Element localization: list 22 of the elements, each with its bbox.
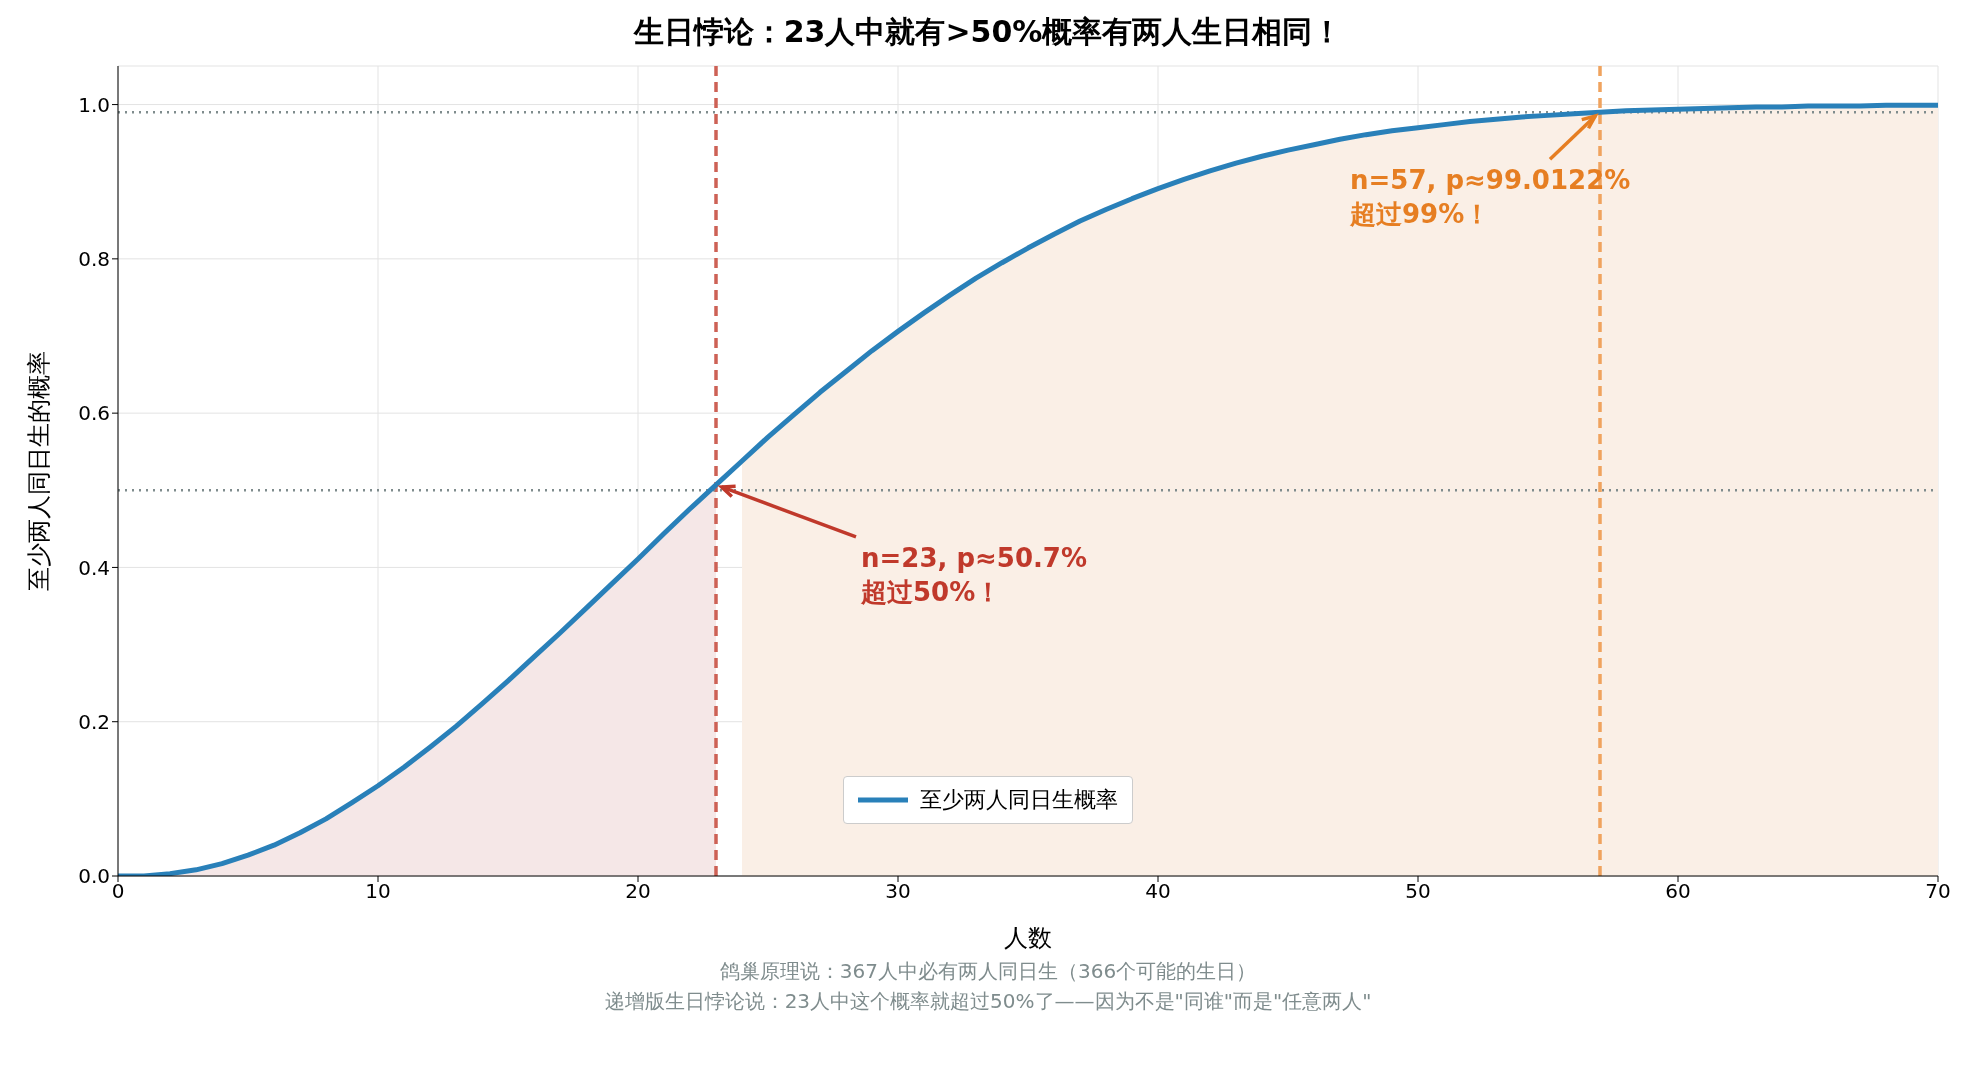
y-tick-label: 1.0 [78,92,110,117]
y-tick-label: 0.8 [78,246,110,271]
x-tick-label: 10 [365,879,391,904]
y-tick-label: 0.4 [78,555,110,580]
x-tick-label: 70 [1925,879,1951,904]
y-tick-label: 0.6 [78,401,110,426]
x-tick-label: 20 [625,879,651,904]
x-tick-label: 40 [1145,879,1171,904]
x-tick-label: 60 [1665,879,1691,904]
x-tick-label: 30 [885,879,911,904]
y-tick-label: 0.2 [78,709,110,734]
x-axis-title: 人数 [1004,924,1052,952]
annotation: n=57, p≈99.0122% 超过99%！ [1349,165,1631,230]
text: 鸽巢原理说：367人中必有两人同日生（366个可能的生日） [718,958,1258,985]
legend-label: 至少两人同日生概率 [920,786,1118,814]
y-tick-label: 0.0 [78,864,110,889]
x-tick-label: 50 [1405,879,1431,904]
chart-title: 生日悖论：23人中就有>50%概率有两人生日相同！ [632,13,1344,51]
x-tick-label: 0 [111,879,125,904]
text: 递增版生日悖论说：23人中这个概率就超过50%了——因为不是"同谁"而是"任意两人" [603,988,1373,1015]
y-axis-title: 至少两人同日生的概率 [24,351,53,591]
annotation: n=23, p≈50.7% 超过50%！ [860,542,1088,607]
